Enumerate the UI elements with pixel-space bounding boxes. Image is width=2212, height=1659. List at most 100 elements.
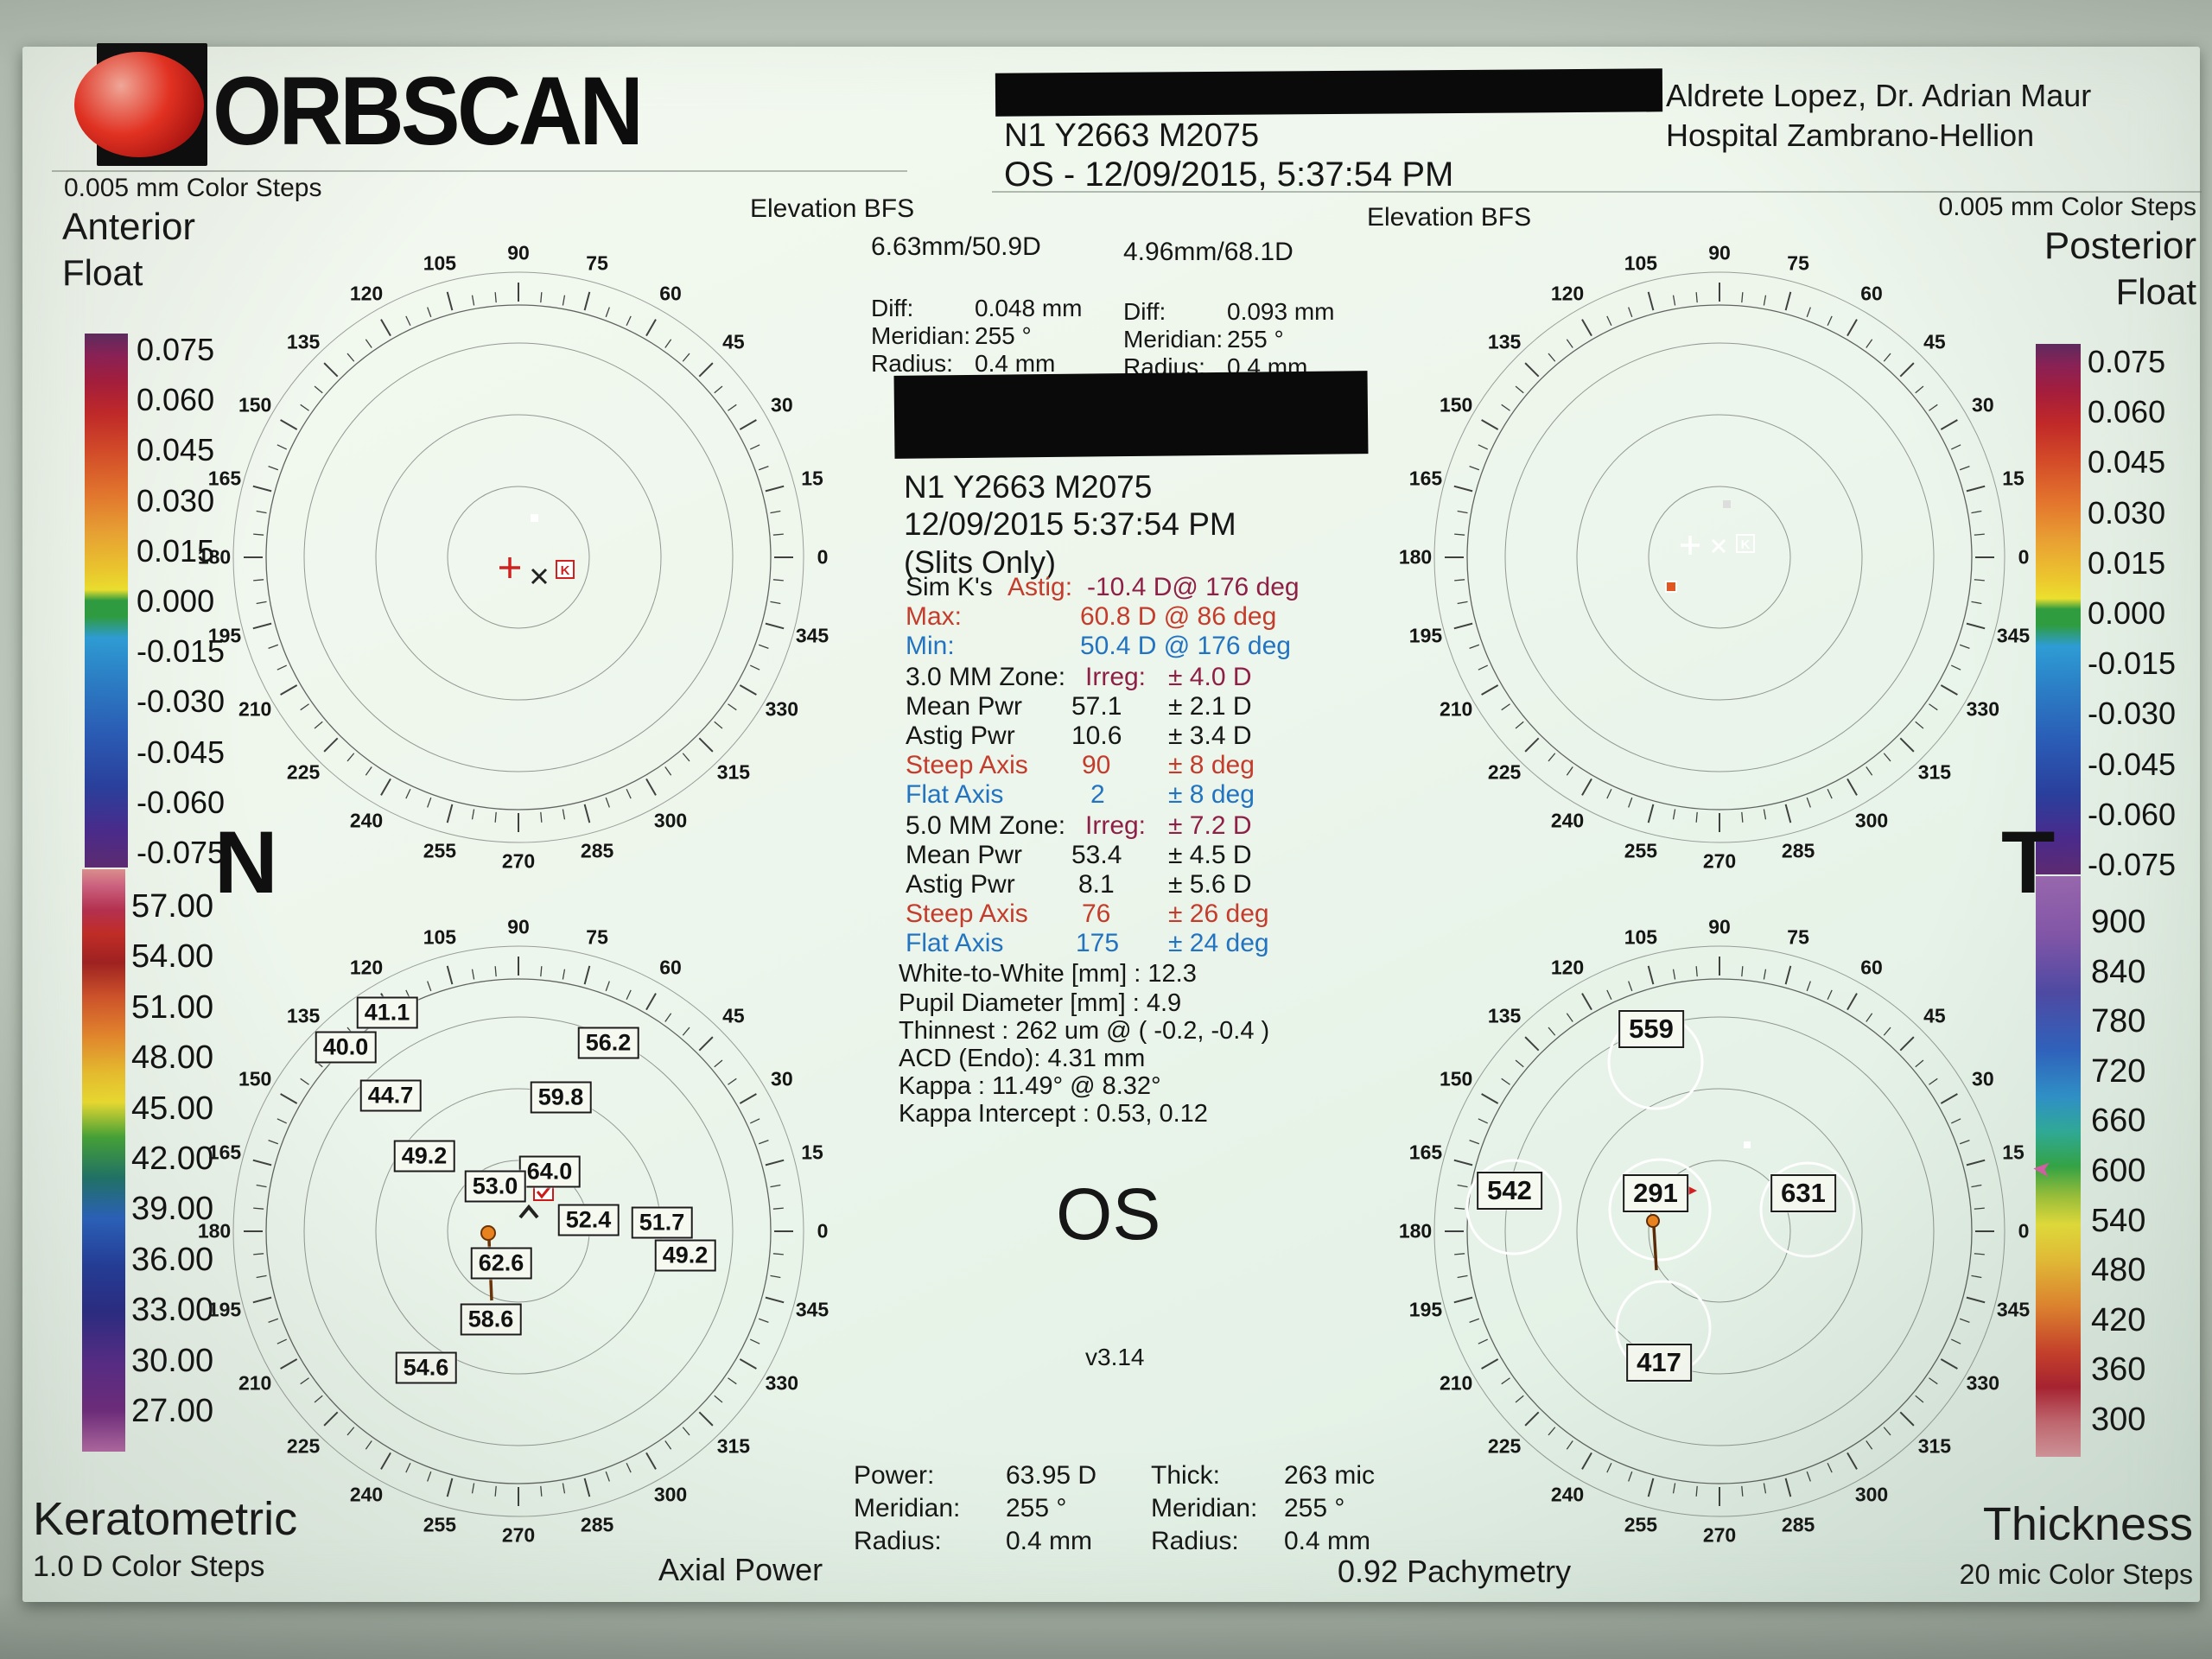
posterior-degree-label: 225 — [1487, 760, 1522, 784]
zone5-mean-label: Mean Pwr — [906, 841, 1023, 869]
pachymetry-dial — [1433, 945, 2005, 1517]
posterior-degree-label: 210 — [1439, 697, 1473, 721]
anterior-degree-label: 75 — [586, 251, 608, 275]
kappa-intercept: Kappa Intercept : 0.53, 0.12 — [899, 1100, 1208, 1128]
anterior-elevation-tick: 0.045 — [137, 432, 215, 468]
thickness-tick: 660 — [2091, 1103, 2146, 1140]
meridian-right-value: 255 ° — [1227, 326, 1284, 353]
anterior-elevation-tick: 0.060 — [137, 382, 215, 418]
posterior-degree-label: 15 — [2002, 467, 2024, 490]
zone3-steep-pm: ± 8 deg — [1168, 751, 1255, 779]
zone5-irreg-value: ± 7.2 D — [1168, 811, 1252, 840]
pachymetry-map-title: 0.92 Pachymetry — [1338, 1554, 1572, 1589]
bfs-right-value: 4.96mm/68.1D — [1123, 238, 1294, 266]
thick-value: 263 mic — [1284, 1461, 1376, 1490]
pachymetry-degree-label: 120 — [1550, 956, 1585, 979]
keratometric-tick: 45.00 — [131, 1090, 214, 1127]
keratometric-value-label: 58.6 — [460, 1303, 522, 1336]
pachymetry-degree-label: 135 — [1487, 1004, 1522, 1027]
thickness-tick: 780 — [2091, 1003, 2146, 1040]
posterior-degree-label: 300 — [1854, 809, 1889, 832]
pachymetry-degree-label: 105 — [1624, 925, 1658, 949]
exam-date-line: OS - 12/09/2015, 5:37:54 PM — [1004, 156, 1454, 194]
keratometric-value-label: 49.2 — [393, 1140, 455, 1173]
anterior-degree-label: 195 — [207, 624, 242, 647]
kappa: Kappa : 11.49° @ 8.32° — [899, 1072, 1161, 1100]
meridian-left-value: 255 ° — [975, 322, 1032, 349]
posterior-degree-label: 45 — [1923, 330, 1946, 353]
anterior-elevation-tick: -0.030 — [137, 683, 226, 720]
anterior-degree-label: 45 — [722, 330, 745, 353]
panel-divider-right — [992, 191, 2202, 193]
orbscan-logo-text: ORBSCAN — [213, 57, 644, 165]
keratometric-tick: 51.00 — [131, 988, 214, 1026]
power-meridian-label: Meridian: — [854, 1494, 961, 1522]
keratometric-degree-label: 240 — [349, 1483, 384, 1506]
zone5-mean-value: 53.4 — [1071, 841, 1122, 869]
thickness-tick: 840 — [2091, 953, 2146, 990]
keratometric-degree-label: 270 — [501, 1523, 536, 1547]
posterior-degree-label: 255 — [1624, 839, 1658, 862]
zone5-astig-value: 8.1 — [1078, 870, 1115, 899]
zone5-astig-pm: ± 5.6 D — [1168, 870, 1252, 899]
zone5-flat-label: Flat Axis — [906, 929, 1004, 957]
anterior-degree-label: 210 — [238, 697, 272, 721]
zone3-irreg-value: ± 4.0 D — [1168, 663, 1252, 691]
posterior-degree-label: 75 — [1787, 251, 1809, 275]
zone3-steep-label: Steep Axis — [906, 751, 1028, 779]
diff-left-value: 0.048 mm — [975, 295, 1083, 321]
anterior-steps-label: 0.005 mm Color Steps — [64, 174, 322, 202]
posterior-dial — [1433, 271, 2005, 843]
patient-id: N1 Y2663 M2075 — [1004, 118, 1260, 154]
zone3-astig-value: 10.6 — [1071, 721, 1122, 750]
thickness-tick: 900 — [2091, 904, 2146, 940]
acd-endo: ACD (Endo): 4.31 mm — [899, 1045, 1146, 1072]
posterior-elevation-tick: 0.075 — [2088, 344, 2166, 379]
keratometric-degree-label: 45 — [722, 1004, 745, 1027]
keratometric-dial — [232, 945, 804, 1517]
posterior-degree-label: 315 — [1917, 760, 1952, 784]
pachymetry-degree-label: 330 — [1966, 1371, 2000, 1395]
anterior-degree-label: 0 — [817, 545, 829, 569]
keratometric-degree-label: 60 — [659, 956, 682, 979]
keratometric-degree-label: 345 — [795, 1298, 830, 1321]
thickness-title: Thickness — [1982, 1498, 2193, 1550]
pachymetry-degree-label: 210 — [1439, 1371, 1473, 1395]
pachymetry-value-label: 291 — [1623, 1174, 1688, 1212]
pachymetry-value-label: 559 — [1618, 1010, 1684, 1048]
keratometric-degree-label: 105 — [423, 925, 457, 949]
anterior-degree-label: 300 — [653, 809, 688, 832]
anterior-degree-label: 180 — [197, 545, 232, 569]
keratometric-tick: 42.00 — [131, 1141, 214, 1177]
keratometric-tick: 39.00 — [131, 1191, 214, 1228]
pink-arrow-artifact: ➤ — [2031, 1156, 2053, 1184]
thickness-tick: 300 — [2091, 1402, 2146, 1438]
zone3-flat-value: 2 — [1090, 780, 1105, 809]
posterior-elevation-tick: 0.000 — [2088, 595, 2166, 631]
radius-left-value: 0.4 mm — [975, 350, 1056, 377]
zone5-steep-value: 76 — [1082, 899, 1111, 928]
thick-label: Thick: — [1151, 1461, 1221, 1490]
thickness-steps: 20 mic Color Steps — [1959, 1559, 2193, 1590]
anterior-degree-label: 120 — [349, 282, 384, 305]
keratometric-tick: 57.00 — [131, 888, 214, 925]
pupil-diameter: Pupil Diameter [mm] : 4.9 — [899, 989, 1182, 1017]
keratometric-value-label: 62.6 — [470, 1247, 532, 1280]
posterior-degree-label: 60 — [1860, 282, 1883, 305]
anterior-degree-label: 255 — [423, 839, 457, 862]
anterior-title: Anterior — [62, 206, 196, 248]
pachymetry-degree-label: 285 — [1781, 1513, 1815, 1536]
thickness-tick: 540 — [2091, 1202, 2146, 1239]
simk-astig-value: -10.4 D@ 176 deg — [1087, 573, 1300, 601]
zone5-steep-pm: ± 26 deg — [1168, 899, 1269, 928]
exam-mode: (Slits Only) — [904, 544, 1057, 580]
posterior-elevation-tick: 0.030 — [2088, 494, 2166, 531]
keratometric-map-title: Axial Power — [658, 1552, 823, 1587]
posterior-map-title: Elevation BFS — [1367, 203, 1532, 232]
posterior-degree-label: 345 — [1996, 624, 2031, 647]
orbscan-logo-icon — [74, 43, 207, 166]
pachymetry-degree-label: 180 — [1398, 1219, 1433, 1243]
keratometric-degree-label: 315 — [716, 1434, 751, 1458]
posterior-elevation-tick: -0.015 — [2088, 645, 2177, 682]
posterior-degree-label: 270 — [1702, 849, 1737, 873]
